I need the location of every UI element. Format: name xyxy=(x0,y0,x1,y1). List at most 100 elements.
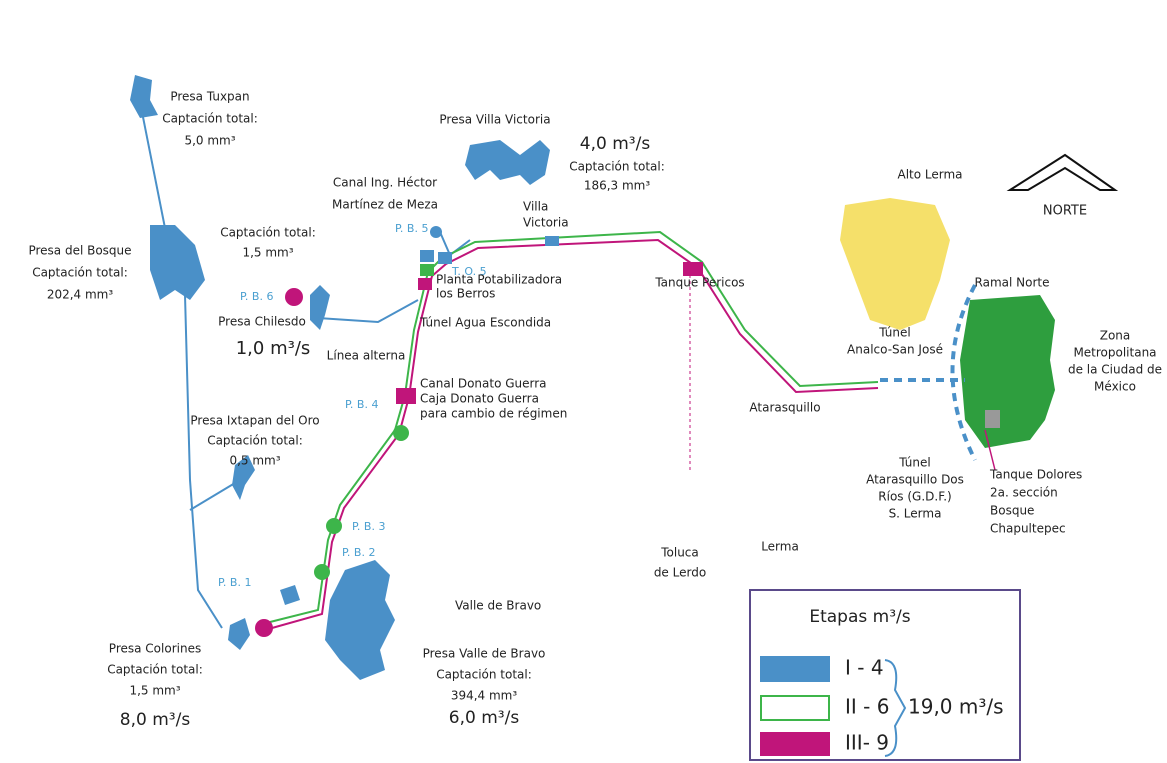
legend-swatch xyxy=(760,695,830,721)
map-label: P. B. 2 xyxy=(342,546,375,559)
map-label: Valle de Bravo xyxy=(455,599,541,613)
map-label: Bosque xyxy=(990,504,1034,518)
map-label: 5,0 mm³ xyxy=(184,134,235,148)
map-label: Chapultepec xyxy=(990,522,1066,536)
map-label: S. Lerma xyxy=(889,507,942,521)
legend-swatch xyxy=(760,732,830,756)
map-label: Captación total: xyxy=(32,266,128,280)
legend-item: II - 6 xyxy=(845,695,889,719)
map-label: T. O. 5 xyxy=(451,265,487,278)
map-label: P. B. 3 xyxy=(352,520,385,533)
station xyxy=(420,250,434,262)
legend-title: Etapas m³/s xyxy=(809,607,910,627)
map-label: 6,0 m³/s xyxy=(449,708,520,728)
structures xyxy=(255,226,703,637)
pipe xyxy=(184,294,223,629)
map-label: 0,5 mm³ xyxy=(229,454,280,468)
map-label: P. B. 4 xyxy=(345,398,378,411)
lake xyxy=(150,225,205,300)
lake xyxy=(310,285,330,330)
station xyxy=(545,236,559,246)
map-label: Captación total: xyxy=(220,226,316,240)
map-label: Zona xyxy=(1100,329,1131,343)
map-label: 2a. sección xyxy=(990,486,1058,500)
map-label: Alto Lerma xyxy=(897,168,962,182)
lake xyxy=(465,140,550,185)
map-label: Ramal Norte xyxy=(975,276,1050,290)
map-label: Túnel xyxy=(878,326,910,340)
lake xyxy=(228,618,250,650)
map-label: de la Ciudad de xyxy=(1068,363,1162,377)
aqueduct-green xyxy=(269,230,879,623)
map-label: Presa Villa Victoria xyxy=(439,113,550,127)
map-label: para cambio de régimen xyxy=(420,407,567,421)
map-label: Toluca xyxy=(660,546,699,560)
map-label: Ríos (G.D.F.) xyxy=(878,490,951,504)
station xyxy=(418,278,432,290)
ramal-norte xyxy=(950,284,977,461)
map-label: 394,4 mm³ xyxy=(451,689,518,703)
station xyxy=(420,264,434,276)
map-label: los Berros xyxy=(436,287,495,301)
legend-brace xyxy=(884,659,907,757)
map-label: NORTE xyxy=(1043,204,1087,219)
lake xyxy=(325,560,395,680)
caja-donato xyxy=(396,388,416,404)
pipe xyxy=(317,299,419,324)
map-label: Presa Tuxpan xyxy=(170,90,249,104)
map-label: 1,0 m³/s xyxy=(236,338,311,359)
pb1 xyxy=(255,619,273,637)
map-label: 4,0 m³/s xyxy=(580,134,651,154)
map-label: Túnel xyxy=(898,456,930,470)
map-label: de Lerdo xyxy=(654,566,706,580)
pb3 xyxy=(326,518,342,534)
map-label: Captación total: xyxy=(436,668,532,682)
map-label: Analco-San José xyxy=(847,343,943,357)
pipe xyxy=(189,479,241,511)
legend-item: I - 4 xyxy=(845,656,884,680)
zona-metropolitana xyxy=(960,295,1055,448)
map-label: Presa Chilesdo xyxy=(218,315,306,329)
map-label: Lerma xyxy=(761,540,799,554)
map-label: P. B. 6 xyxy=(240,290,273,303)
tanque-dolores xyxy=(985,410,1000,428)
map-label: Tanque Pericos xyxy=(654,276,744,290)
map-label: 1,5 mm³ xyxy=(242,246,293,260)
map-label: 202,4 mm³ xyxy=(47,288,114,302)
map-label: Caja Donato Guerra xyxy=(420,392,539,406)
map-label: Canal Ing. Héctor xyxy=(333,176,437,190)
pb6 xyxy=(285,288,303,306)
map-label: Presa Valle de Bravo xyxy=(423,647,546,661)
pb5 xyxy=(430,226,442,238)
map-label: Túnel Agua Escondida xyxy=(419,316,551,330)
map-label: Villa xyxy=(523,200,548,214)
lake xyxy=(130,75,158,118)
map-label: Presa del Bosque xyxy=(28,244,131,258)
legend-swatch xyxy=(760,656,830,682)
pb4 xyxy=(393,425,409,441)
map-label: Metropolitana xyxy=(1073,346,1156,360)
map-label: Planta Potabilizadora xyxy=(436,273,562,287)
map-label: Línea alterna xyxy=(327,349,406,363)
legend-item: III- 9 xyxy=(845,731,889,755)
map-label: P. B. 1 xyxy=(218,576,251,589)
map-label: Presa Ixtapan del Oro xyxy=(190,414,319,428)
alto-lerma-area xyxy=(840,198,950,330)
pipe xyxy=(141,111,166,229)
map-label: 1,5 mm³ xyxy=(129,684,180,698)
lake xyxy=(280,585,300,605)
map-label: Martínez de Meza xyxy=(332,198,438,212)
north-arrow xyxy=(1006,153,1119,191)
map-label: Captación total: xyxy=(207,434,303,448)
lake xyxy=(232,455,255,500)
map-label: Captación total: xyxy=(107,663,203,677)
map-label: Captación total: xyxy=(162,112,258,126)
branch xyxy=(984,429,996,471)
legend-total: 19,0 m³/s xyxy=(908,695,1004,719)
map-label: 186,3 mm³ xyxy=(584,179,651,193)
pipes xyxy=(141,111,471,629)
map-label: P. B. 5 xyxy=(395,222,428,235)
map-label: Canal Donato Guerra xyxy=(420,377,547,391)
map-label: Presa Colorines xyxy=(109,642,201,656)
